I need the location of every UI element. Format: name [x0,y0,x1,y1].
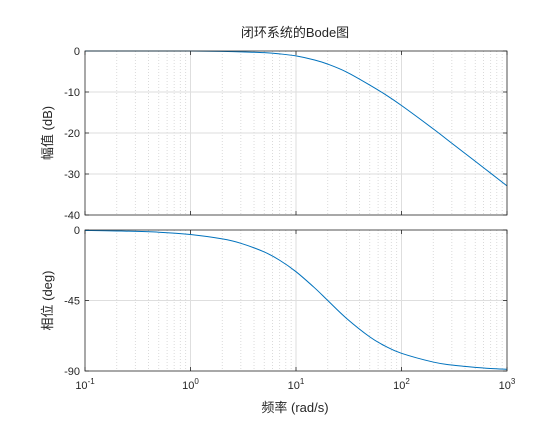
x-tick-label: 101 [288,377,305,392]
phase-y-axis-label: 相位 (deg) [40,271,55,331]
magnitude-y-tick-label: 0 [74,46,80,58]
x-tick-label: 103 [499,377,516,392]
magnitude-axes-box [84,50,508,216]
magnitude-y-tick-label: -40 [64,210,80,222]
phase-series-line [84,229,508,370]
x-tick-label: 100 [182,377,199,392]
phase-panel: 0 -45 -90 相位 (deg) [40,225,508,378]
magnitude-y-tick-label: -30 [64,169,80,181]
magnitude-y-tick-label: -20 [64,128,80,140]
magnitude-y-axis-label: 幅值 (dB) [40,106,55,160]
x-axis: 10-1 100 101 102 103 [75,377,516,392]
chart-title: 闭环系统的Bode图 [241,25,349,40]
magnitude-y-tick-label: -10 [64,87,80,99]
phase-y-tick-label: -45 [64,296,80,308]
x-tick-label: 102 [393,377,410,392]
magnitude-panel: 0 -10 -20 -30 -40 幅值 (dB) [40,46,508,222]
x-axis-label: 频率 (rad/s) [261,400,328,415]
phase-y-tick-label: -90 [64,366,80,378]
phase-axes-box [84,229,508,372]
x-tick-label: 10-1 [75,377,95,392]
phase-y-tick-label: 0 [74,225,80,237]
